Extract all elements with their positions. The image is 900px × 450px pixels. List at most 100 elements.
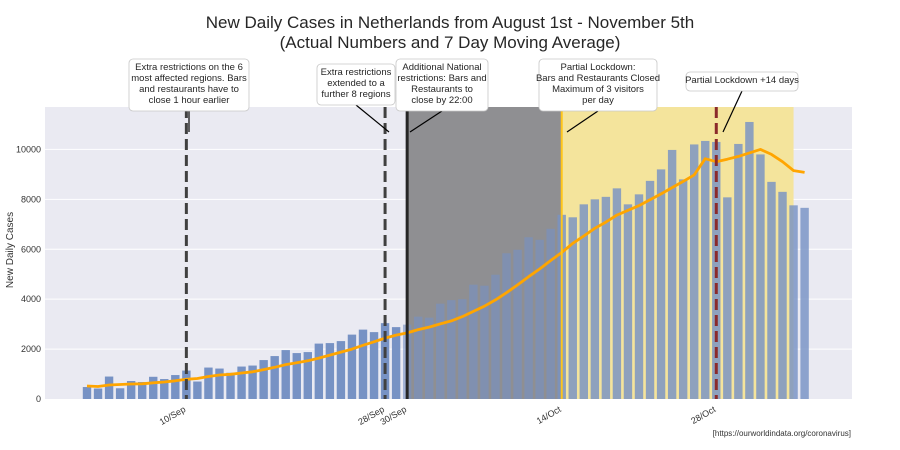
bar	[623, 204, 633, 399]
x-tick-label: 14/Oct	[535, 404, 563, 426]
x-tick-label: 10/Sep	[158, 404, 188, 427]
bar	[612, 188, 622, 399]
bar	[126, 381, 136, 399]
annotation-text: and restaurants have to	[139, 84, 239, 95]
y-tick-label: 10000	[16, 144, 41, 154]
moving-average-series	[86, 147, 805, 388]
bar	[369, 332, 379, 399]
bar	[204, 367, 213, 399]
annotation-text: Bars and Restaurants Closed	[536, 73, 660, 84]
bar	[436, 303, 445, 399]
bar	[215, 368, 224, 399]
bar	[325, 343, 335, 399]
bar	[160, 379, 169, 399]
bar	[314, 343, 324, 399]
bar	[656, 169, 666, 399]
bar	[634, 194, 644, 399]
bar	[138, 382, 147, 399]
bar	[171, 375, 180, 399]
annotation-text: restrictions: Bars and	[397, 73, 486, 84]
bar	[546, 228, 555, 399]
bar	[149, 376, 158, 399]
bar	[391, 327, 401, 399]
bar	[701, 140, 710, 399]
bar	[579, 204, 588, 399]
bar	[336, 341, 346, 399]
bar	[281, 350, 290, 399]
y-tick-label: 4000	[21, 294, 41, 304]
bar	[104, 376, 114, 399]
annotation: Partial Lockdown +14 days	[685, 71, 799, 133]
bar	[601, 196, 611, 399]
chart-title: New Daily Cases in Netherlands from Augu…	[206, 13, 694, 32]
annotation-text: close by 22:00	[411, 95, 472, 106]
bar	[248, 365, 257, 399]
bar	[292, 353, 301, 399]
annotation-box	[316, 63, 396, 106]
annotation-text: Partial Lockdown +14 days	[685, 75, 799, 86]
bar-series	[82, 121, 809, 399]
bar	[513, 249, 522, 399]
annotation-text: Additional National	[402, 62, 481, 73]
annotation-box	[395, 58, 489, 112]
annotation: Partial Lockdown:Bars and Restaurants Cl…	[536, 58, 660, 133]
bar	[678, 179, 688, 399]
annotation-arrow	[355, 104, 390, 133]
bar	[358, 329, 368, 399]
bar	[380, 323, 390, 399]
bar	[447, 300, 456, 399]
annotation-arrow	[409, 110, 443, 133]
bar	[767, 181, 776, 399]
annotation-arrow	[722, 90, 743, 133]
annotation-text: per day	[582, 95, 614, 106]
bar	[745, 121, 754, 399]
bar	[237, 366, 246, 399]
bar	[193, 381, 202, 399]
annotation-text: further 8 regions	[321, 89, 390, 100]
bar	[568, 217, 577, 399]
bar	[270, 356, 279, 399]
bar	[259, 360, 268, 399]
bar	[778, 191, 787, 399]
annotation-text: close 1 hour earlier	[149, 95, 230, 106]
y-axis: 0 2000 4000 6000 8000 10000	[16, 144, 41, 404]
annotation-box	[128, 58, 250, 112]
chart-subtitle: (Actual Numbers and 7 Day Moving Average…	[280, 33, 621, 52]
annotation-box	[538, 58, 658, 112]
annotation-text: most affected regions. Bars	[131, 73, 247, 84]
y-tick-label: 0	[36, 394, 41, 404]
bar	[93, 388, 103, 399]
bar	[82, 387, 92, 399]
event-lines	[184, 107, 718, 399]
bar	[502, 253, 511, 399]
bar	[458, 299, 467, 399]
bar	[667, 149, 677, 399]
bar	[303, 352, 312, 399]
annotation-text: extended to a	[327, 78, 385, 89]
annotation-text: Maximum of 3 visitors	[552, 84, 644, 95]
bar	[756, 154, 765, 399]
y-tick-label: 8000	[21, 194, 41, 204]
annotation-text: Restaurants to	[411, 84, 473, 95]
bar	[226, 372, 235, 399]
bar	[115, 388, 125, 399]
annotation-text: Partial Lockdown:	[561, 62, 636, 73]
annotation-text: Extra restrictions on the 6	[135, 62, 243, 73]
y-axis-label: New Daily Cases	[5, 212, 16, 288]
bar	[734, 143, 743, 399]
bar	[789, 205, 798, 399]
annotation-box	[685, 71, 799, 92]
bar	[524, 237, 533, 399]
annotation-arrow	[566, 110, 599, 133]
bar	[347, 334, 357, 399]
bar	[425, 317, 434, 399]
bar	[800, 207, 809, 399]
bar	[723, 197, 732, 399]
bar	[414, 316, 423, 399]
bar	[645, 180, 655, 399]
bar	[469, 284, 478, 399]
